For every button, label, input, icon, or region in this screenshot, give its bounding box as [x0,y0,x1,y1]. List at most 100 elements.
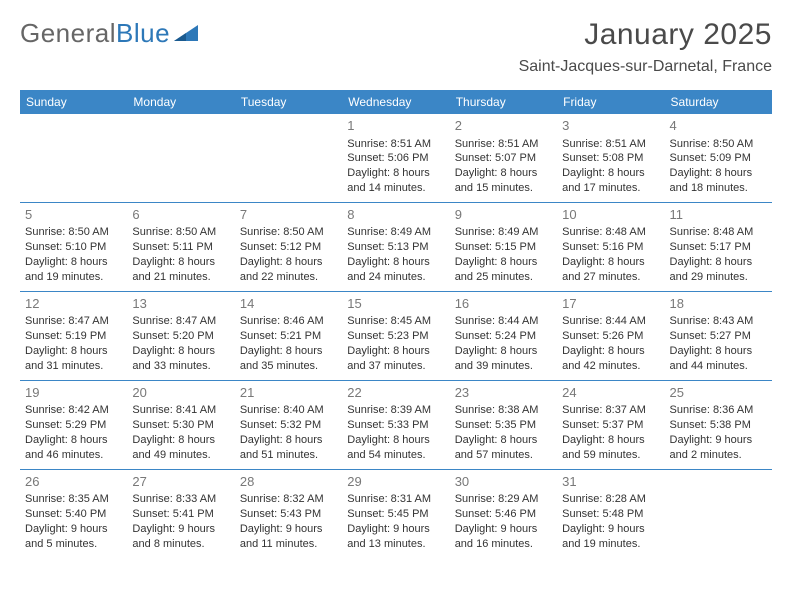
sunrise-line: Sunrise: 8:41 AM [132,403,229,418]
sunset-line: Sunset: 5:08 PM [562,151,659,166]
calendar-cell: 3Sunrise: 8:51 AMSunset: 5:08 PMDaylight… [557,114,664,202]
logo-text-right: Blue [116,18,170,48]
day-number: 27 [132,473,229,491]
sunrise-line: Sunrise: 8:44 AM [455,314,552,329]
day-number: 22 [347,384,444,402]
calendar-cell: 2Sunrise: 8:51 AMSunset: 5:07 PMDaylight… [450,114,557,202]
sunrise-line: Sunrise: 8:50 AM [670,137,767,152]
sunset-line: Sunset: 5:06 PM [347,151,444,166]
calendar-cell [235,114,342,202]
sunrise-line: Sunrise: 8:36 AM [670,403,767,418]
day-number: 21 [240,384,337,402]
sunrise-line: Sunrise: 8:38 AM [455,403,552,418]
calendar-cell: 28Sunrise: 8:32 AMSunset: 5:43 PMDayligh… [235,469,342,557]
daylight-line: Daylight: 8 hours and 49 minutes. [132,433,229,463]
calendar-cell: 17Sunrise: 8:44 AMSunset: 5:26 PMDayligh… [557,291,664,380]
sunset-line: Sunset: 5:40 PM [25,507,122,522]
sunrise-line: Sunrise: 8:46 AM [240,314,337,329]
calendar-cell: 11Sunrise: 8:48 AMSunset: 5:17 PMDayligh… [665,202,772,291]
daylight-line: Daylight: 8 hours and 17 minutes. [562,166,659,196]
sunset-line: Sunset: 5:26 PM [562,329,659,344]
logo-triangle-icon [174,21,198,46]
daylight-line: Daylight: 9 hours and 13 minutes. [347,522,444,552]
sunset-line: Sunset: 5:17 PM [670,240,767,255]
daylight-line: Daylight: 8 hours and 37 minutes. [347,344,444,374]
day-number: 28 [240,473,337,491]
month-title: January 2025 [519,18,772,52]
calendar-cell: 26Sunrise: 8:35 AMSunset: 5:40 PMDayligh… [20,469,127,557]
day-number: 4 [670,117,767,135]
day-number: 30 [455,473,552,491]
weekday-header: Thursday [450,90,557,114]
day-number: 18 [670,295,767,313]
daylight-line: Daylight: 9 hours and 11 minutes. [240,522,337,552]
sunset-line: Sunset: 5:33 PM [347,418,444,433]
sunset-line: Sunset: 5:07 PM [455,151,552,166]
daylight-line: Daylight: 9 hours and 5 minutes. [25,522,122,552]
daylight-line: Daylight: 8 hours and 21 minutes. [132,255,229,285]
day-number: 12 [25,295,122,313]
calendar-table: SundayMondayTuesdayWednesdayThursdayFrid… [20,90,772,558]
weekday-header: Saturday [665,90,772,114]
weekday-header: Sunday [20,90,127,114]
calendar-cell [127,114,234,202]
daylight-line: Daylight: 8 hours and 22 minutes. [240,255,337,285]
sunset-line: Sunset: 5:29 PM [25,418,122,433]
sunset-line: Sunset: 5:15 PM [455,240,552,255]
daylight-line: Daylight: 8 hours and 29 minutes. [670,255,767,285]
daylight-line: Daylight: 8 hours and 46 minutes. [25,433,122,463]
sunrise-line: Sunrise: 8:45 AM [347,314,444,329]
calendar-cell: 10Sunrise: 8:48 AMSunset: 5:16 PMDayligh… [557,202,664,291]
calendar-cell: 30Sunrise: 8:29 AMSunset: 5:46 PMDayligh… [450,469,557,557]
sunrise-line: Sunrise: 8:37 AM [562,403,659,418]
sunset-line: Sunset: 5:46 PM [455,507,552,522]
logo-text: GeneralBlue [20,18,170,49]
sunrise-line: Sunrise: 8:42 AM [25,403,122,418]
calendar-cell [665,469,772,557]
day-number: 17 [562,295,659,313]
day-number: 24 [562,384,659,402]
calendar-body: 1 Sunrise: 8:51 AMSunset: 5:06 PM Daylight… [20,114,772,558]
daylight-line: Daylight: 9 hours and 2 minutes. [670,433,767,463]
calendar-cell: 1Sunrise: 8:51 AMSunset: 5:06 PMDaylight… [342,114,449,202]
calendar-week: 26Sunrise: 8:35 AMSunset: 5:40 PMDayligh… [20,469,772,557]
daylight-line: Daylight: 8 hours and 51 minutes. [240,433,337,463]
daylight-line: Daylight: 9 hours and 19 minutes. [562,522,659,552]
sunrise-line: Sunrise: 8:28 AM [562,492,659,507]
sunset-line: Sunset: 5:20 PM [132,329,229,344]
calendar-cell: 5Sunrise: 8:50 AMSunset: 5:10 PMDaylight… [20,202,127,291]
daylight-line: Daylight: 8 hours and 54 minutes. [347,433,444,463]
weekday-header: Tuesday [235,90,342,114]
daylight-line: Daylight: 8 hours and 44 minutes. [670,344,767,374]
calendar-cell: 7Sunrise: 8:50 AMSunset: 5:12 PMDaylight… [235,202,342,291]
sunrise-line: Sunrise: 8:50 AM [240,225,337,240]
day-number: 31 [562,473,659,491]
calendar-cell: 16Sunrise: 8:44 AMSunset: 5:24 PMDayligh… [450,291,557,380]
sunrise-line: Sunrise: 8:35 AM [25,492,122,507]
daylight-line: Daylight: 8 hours and 27 minutes. [562,255,659,285]
day-number: 8 [347,206,444,224]
calendar-cell: 24Sunrise: 8:37 AMSunset: 5:37 PMDayligh… [557,380,664,469]
sunrise-line: Sunrise: 8:48 AM [562,225,659,240]
daylight-line: Daylight: 8 hours and 31 minutes. [25,344,122,374]
sunset-line: Sunset: 5:30 PM [132,418,229,433]
day-number: 26 [25,473,122,491]
weekday-header: Wednesday [342,90,449,114]
day-number: 1 [347,117,444,135]
sunset-line: Sunset: 5:16 PM [562,240,659,255]
sunrise-line: Sunrise: 8:51 AM [347,137,444,152]
sunrise-line: Sunrise: 8:44 AM [562,314,659,329]
calendar-cell: 20Sunrise: 8:41 AMSunset: 5:30 PMDayligh… [127,380,234,469]
daylight-line: Daylight: 8 hours and 57 minutes. [455,433,552,463]
sunset-line: Sunset: 5:43 PM [240,507,337,522]
title-block: January 2025 Saint-Jacques-sur-Darnetal,… [519,18,772,76]
logo: GeneralBlue [20,18,198,49]
calendar-week: 19Sunrise: 8:42 AMSunset: 5:29 PMDayligh… [20,380,772,469]
sunrise-line: Sunrise: 8:47 AM [132,314,229,329]
sunrise-line: Sunrise: 8:43 AM [670,314,767,329]
sunset-line: Sunset: 5:38 PM [670,418,767,433]
weekday-header: Monday [127,90,234,114]
calendar-cell: 29Sunrise: 8:31 AMSunset: 5:45 PMDayligh… [342,469,449,557]
calendar-cell: 21Sunrise: 8:40 AMSunset: 5:32 PMDayligh… [235,380,342,469]
daylight-line: Daylight: 8 hours and 19 minutes. [25,255,122,285]
